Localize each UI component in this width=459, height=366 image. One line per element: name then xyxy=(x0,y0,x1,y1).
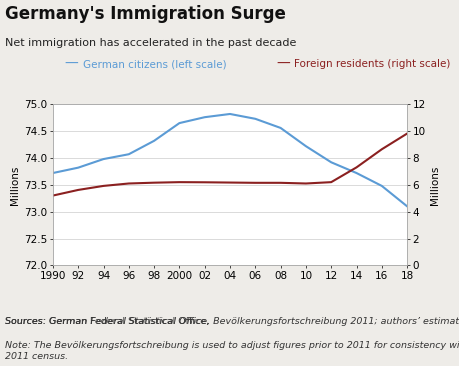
Text: Foreign residents (right scale): Foreign residents (right scale) xyxy=(294,59,450,69)
Text: Note: The Bevölkerungsfortschreibung is used to adjust figures prior to 2011 for: Note: The Bevölkerungsfortschreibung is … xyxy=(5,341,459,361)
Y-axis label: Millions: Millions xyxy=(10,165,20,205)
Text: —: — xyxy=(275,57,289,71)
Text: Net immigration has accelerated in the past decade: Net immigration has accelerated in the p… xyxy=(5,38,295,48)
Text: Sources: German Federal Statistical Office, Bevölkerungsfortschreibung 2011; aut: Sources: German Federal Statistical Offi… xyxy=(5,317,459,326)
Text: Sources: German Federal Statistical Office, Bevölkerungsfortschreibung 2011; aut: Sources: German Federal Statistical Offi… xyxy=(5,317,459,326)
Y-axis label: Millions: Millions xyxy=(429,165,439,205)
Text: Sources: German Federal Statistical Office,: Sources: German Federal Statistical Offi… xyxy=(5,317,211,326)
Text: Germany's Immigration Surge: Germany's Immigration Surge xyxy=(5,5,285,23)
Text: German citizens (left scale): German citizens (left scale) xyxy=(83,59,226,69)
Text: —: — xyxy=(64,57,78,71)
